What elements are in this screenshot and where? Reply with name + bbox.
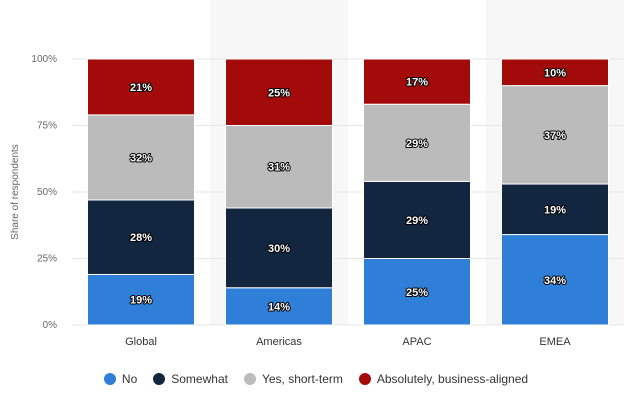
bar-segment[interactable]	[87, 273, 195, 326]
bar-segment[interactable]	[87, 199, 195, 275]
bar-segment[interactable]	[501, 58, 609, 87]
data-label: 19%	[130, 295, 152, 307]
data-label: 31%	[268, 162, 290, 174]
stacked-bar-chart: 0% 25% 50% 75% 100% Share of respondents 19%…	[10, 54, 624, 348]
legend-label: Yes, short-term	[261, 372, 343, 386]
y-axis-ticks: 0% 25% 50% 75% 100%	[31, 54, 57, 331]
data-label: 32%	[130, 152, 152, 164]
x-tick-label: EMEA	[539, 336, 571, 348]
data-label: 37%	[544, 130, 566, 142]
data-label: 34%	[544, 275, 566, 287]
data-label: 10%	[544, 67, 566, 79]
legend-swatch	[358, 373, 371, 385]
legend-label: Somewhat	[171, 372, 228, 386]
data-label: 25%	[268, 87, 290, 99]
bar-segment[interactable]	[501, 234, 609, 326]
data-label: 28%	[130, 232, 152, 244]
y-tick-label: 50%	[37, 187, 57, 198]
x-tick-label: APAC	[402, 336, 431, 348]
y-tick-label: 0%	[43, 320, 58, 331]
legend-item[interactable]: Yes, short-term	[243, 372, 343, 386]
data-label: 30%	[268, 243, 290, 255]
data-label: 25%	[406, 287, 428, 299]
bar-segment[interactable]	[363, 180, 471, 259]
bar-segment[interactable]	[225, 287, 333, 326]
bar-segment[interactable]	[87, 58, 195, 116]
legend-swatch	[243, 373, 256, 385]
y-axis-label: Share of respondents	[10, 144, 21, 240]
x-tick-label: Global	[125, 336, 157, 348]
data-label: 21%	[130, 82, 152, 94]
x-axis-category-labels: Global Americas APAC EMEA	[125, 336, 571, 348]
data-label: 29%	[406, 138, 428, 150]
legend-swatch	[103, 373, 116, 385]
bar-segment[interactable]	[225, 58, 333, 126]
legend-label: No	[121, 372, 138, 386]
bar-segment[interactable]	[363, 58, 471, 105]
legend: No Somewhat Yes, short-term Absolutely, bus…	[0, 372, 632, 386]
bar-segment[interactable]	[501, 85, 609, 185]
legend-swatch	[153, 373, 166, 385]
legend-item[interactable]: No	[103, 372, 138, 386]
bar-segment[interactable]	[87, 114, 195, 201]
legend-item[interactable]: Absolutely, business-aligned	[358, 372, 529, 386]
bar-segment[interactable]	[363, 258, 471, 326]
data-labels: 19% 28% 32% 21% 14% 30% 31% 25% 25% 29% 29% 17% 34% 1…	[129, 66, 567, 314]
bar-segment[interactable]	[225, 125, 333, 209]
x-tick-label: Americas	[256, 336, 302, 348]
legend-label: Absolutely, business-aligned	[376, 372, 529, 386]
bar-segment[interactable]	[363, 103, 471, 182]
data-label: 17%	[406, 77, 428, 89]
data-label: 29%	[406, 215, 428, 227]
legend-item[interactable]: Somewhat	[153, 372, 228, 386]
data-label: 14%	[268, 301, 290, 313]
y-tick-label: 75%	[37, 121, 57, 132]
y-tick-label: 25%	[37, 254, 57, 265]
y-tick-label: 100%	[31, 54, 57, 65]
data-label: 19%	[544, 204, 566, 216]
bar-stacks	[87, 58, 609, 326]
